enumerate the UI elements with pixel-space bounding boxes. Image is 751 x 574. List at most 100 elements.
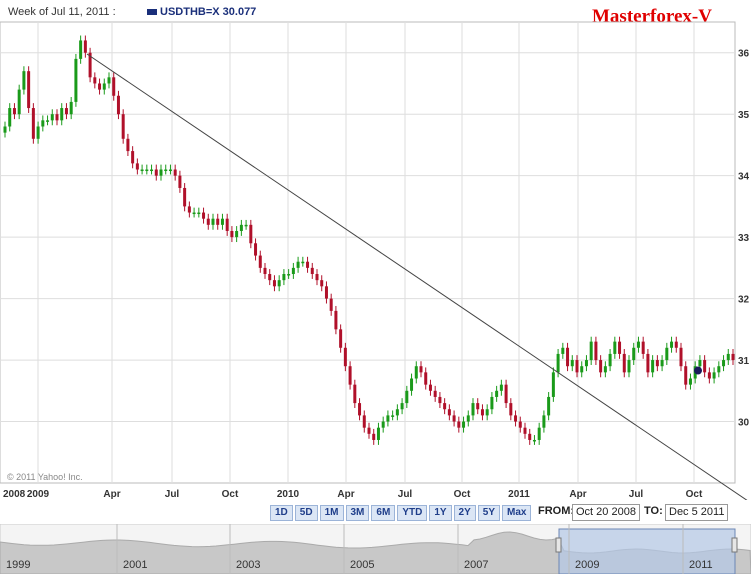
- candle-body: [712, 372, 716, 379]
- candle-body: [499, 384, 503, 391]
- candle-body: [88, 52, 92, 78]
- to-date-input[interactable]: Dec 5 2011: [665, 504, 729, 521]
- range-button-6m[interactable]: 6M: [371, 505, 396, 521]
- x-tick-label: 2008: [3, 489, 26, 500]
- candle-body: [46, 120, 50, 122]
- candle-body: [684, 366, 688, 385]
- candle: [428, 379, 432, 396]
- candle: [192, 207, 196, 218]
- candle-body: [594, 341, 598, 361]
- candle-body: [3, 126, 7, 133]
- candle: [641, 336, 645, 359]
- candle: [490, 392, 494, 415]
- candle: [528, 428, 532, 445]
- range-button-1y[interactable]: 1Y: [429, 505, 452, 521]
- candle: [145, 164, 149, 175]
- candle: [121, 109, 125, 144]
- candle: [216, 213, 220, 230]
- x-tick-label: Apr: [569, 489, 586, 500]
- current-value-marker: [694, 366, 702, 375]
- candle: [55, 109, 59, 126]
- candle-body: [74, 58, 78, 102]
- candle: [296, 256, 300, 273]
- candle-body: [660, 360, 664, 367]
- candle: [476, 398, 480, 415]
- x-tick-label: Jul: [629, 489, 644, 500]
- candle: [358, 398, 362, 421]
- navigator-year-label: 2011: [689, 559, 713, 571]
- candle-body: [646, 353, 650, 373]
- candle-body: [306, 261, 310, 268]
- candle-body: [603, 366, 607, 373]
- from-date-input[interactable]: Oct 20 2008: [572, 504, 640, 521]
- candle-body: [116, 95, 120, 115]
- candle: [12, 103, 16, 120]
- candle: [230, 226, 234, 243]
- navigator-handle-left-icon[interactable]: [555, 537, 562, 553]
- candle: [584, 355, 588, 372]
- candle-body: [471, 403, 475, 416]
- candle-body: [310, 267, 314, 275]
- candle-body: [367, 427, 371, 434]
- candle-body: [154, 169, 158, 176]
- candle-body: [50, 114, 54, 121]
- candle-body: [504, 384, 508, 404]
- candle: [632, 342, 636, 365]
- candle: [660, 355, 664, 372]
- range-button-1d[interactable]: 1D: [270, 505, 293, 521]
- candle: [679, 342, 683, 372]
- candle: [168, 164, 172, 175]
- candle-body: [679, 347, 683, 367]
- candle: [707, 367, 711, 384]
- candle: [523, 422, 527, 439]
- range-button-2y[interactable]: 2Y: [453, 505, 476, 521]
- candle: [206, 213, 210, 230]
- candle: [731, 349, 735, 365]
- candle: [688, 373, 692, 390]
- range-button-max[interactable]: Max: [502, 505, 532, 521]
- candle: [135, 158, 139, 175]
- candle-body: [64, 108, 68, 115]
- navigator-handle-right-icon[interactable]: [731, 537, 738, 553]
- candle-body: [36, 126, 40, 139]
- range-button-ytd[interactable]: YTD: [397, 505, 428, 521]
- copyright-notice: © 2011 Yahoo! Inc.: [7, 472, 83, 482]
- candle-body: [651, 360, 655, 373]
- candle-body: [22, 71, 26, 90]
- range-button-1m[interactable]: 1M: [319, 505, 344, 521]
- candle-body: [622, 353, 626, 373]
- candle-body: [618, 341, 622, 354]
- candle-body: [428, 384, 432, 391]
- range-button-3m[interactable]: 3M: [345, 505, 370, 521]
- candle-body: [324, 286, 328, 299]
- navigator-selection[interactable]: [558, 528, 736, 574]
- x-tick-label: Jul: [398, 489, 413, 500]
- candle-body: [107, 77, 111, 84]
- candle-body: [291, 267, 295, 275]
- x-tick-label: Apr: [103, 489, 120, 500]
- x-tick-label: Jul: [165, 489, 180, 500]
- candle-body: [334, 310, 338, 330]
- y-tick-label: 32: [738, 295, 750, 306]
- candle-body: [31, 108, 35, 139]
- to-label: TO:: [644, 505, 663, 517]
- candle: [495, 385, 499, 402]
- candle-body: [731, 353, 735, 361]
- candle: [183, 183, 187, 212]
- candle: [712, 367, 716, 384]
- candle-body: [424, 372, 428, 385]
- range-button-5y[interactable]: 5Y: [477, 505, 501, 521]
- range-button-5d[interactable]: 5D: [294, 505, 318, 521]
- candle: [159, 164, 163, 181]
- candle-body: [584, 360, 588, 367]
- candle-body: [580, 366, 584, 373]
- candle: [41, 115, 45, 132]
- candle-body: [566, 347, 570, 367]
- trendline: [86, 53, 748, 500]
- candle: [367, 422, 371, 439]
- candle: [381, 416, 385, 433]
- timeline-navigator[interactable]: 1999 2001 2003 2005 2007 2009 2011: [0, 524, 751, 574]
- candle: [272, 275, 276, 292]
- range-selector: 1D 5D 1M 3M 6M YTD 1Y 2Y 5Y Max: [270, 505, 533, 521]
- candle-body: [60, 108, 64, 121]
